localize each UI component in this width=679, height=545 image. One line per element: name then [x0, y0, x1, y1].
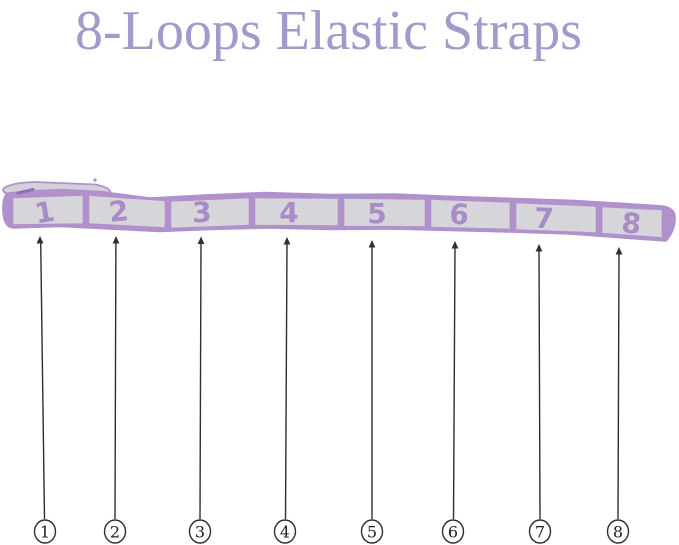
callout-badge-7: 7	[528, 519, 552, 544]
strap-loop-cell-7	[513, 200, 599, 235]
arrowhead-icon	[197, 236, 205, 244]
strap-loop-number-4: 4	[279, 196, 298, 229]
strap-loop-cell-5	[341, 196, 428, 229]
arrowhead-icon	[283, 237, 291, 245]
arrowhead-icon	[535, 244, 543, 252]
callout-number-4: 4	[280, 523, 290, 542]
strap-loop-cell-1	[10, 193, 86, 227]
callout-arrow-6	[451, 241, 459, 520]
strap-loop-number-7: 7	[534, 202, 555, 236]
strap-loop-cell-4	[252, 195, 341, 228]
strap-loop-number-6: 6	[448, 197, 470, 231]
callout-arrow-8	[615, 247, 623, 520]
callout-arrow-7	[535, 244, 543, 520]
strap-loop-cell-6	[428, 197, 513, 232]
strap-crease	[16, 188, 35, 195]
arrowhead-icon	[368, 240, 376, 248]
strap-stitch-dot	[93, 178, 97, 182]
callout-number-5: 5	[367, 523, 377, 542]
strap-loop-number-2: 2	[107, 194, 130, 229]
callout-badge-5: 5	[360, 519, 384, 544]
callout-badge-4: 4	[273, 519, 297, 544]
callout-badge-2: 2	[103, 519, 127, 544]
callout-badge-6: 6	[441, 519, 465, 544]
callout-number-1: 1	[40, 523, 50, 542]
strap-loop-cell-3	[168, 195, 252, 231]
strap-loop-cell-8	[599, 204, 665, 240]
callout-number-2: 2	[110, 523, 120, 542]
callout-arrow-2	[112, 236, 120, 520]
callout-number-3: 3	[195, 523, 205, 542]
callout-number-8: 8	[613, 523, 623, 542]
arrowhead-icon	[36, 236, 44, 244]
callout-badge-8: 8	[606, 519, 630, 544]
callout-number-7: 7	[535, 523, 545, 542]
callout-arrow-4	[283, 237, 291, 520]
callout-arrow-5	[368, 240, 376, 519]
page-title: 8-Loops Elastic Straps	[74, 0, 583, 62]
callout-arrow-1	[36, 236, 46, 520]
callout-badge-3: 3	[188, 519, 212, 544]
arrowhead-icon	[615, 247, 623, 255]
arrowhead-icon	[451, 241, 459, 249]
strap-loop-number-8: 8	[620, 206, 643, 241]
strap-loop-number-5: 5	[367, 197, 386, 230]
arrowhead-icon	[112, 236, 120, 244]
callout-badge-1: 1	[33, 519, 57, 544]
callout-number-6: 6	[448, 523, 458, 542]
callout-arrow-3	[197, 236, 205, 520]
strap-loop-cell-2	[86, 193, 168, 230]
strap-loop-number-3: 3	[192, 196, 213, 230]
